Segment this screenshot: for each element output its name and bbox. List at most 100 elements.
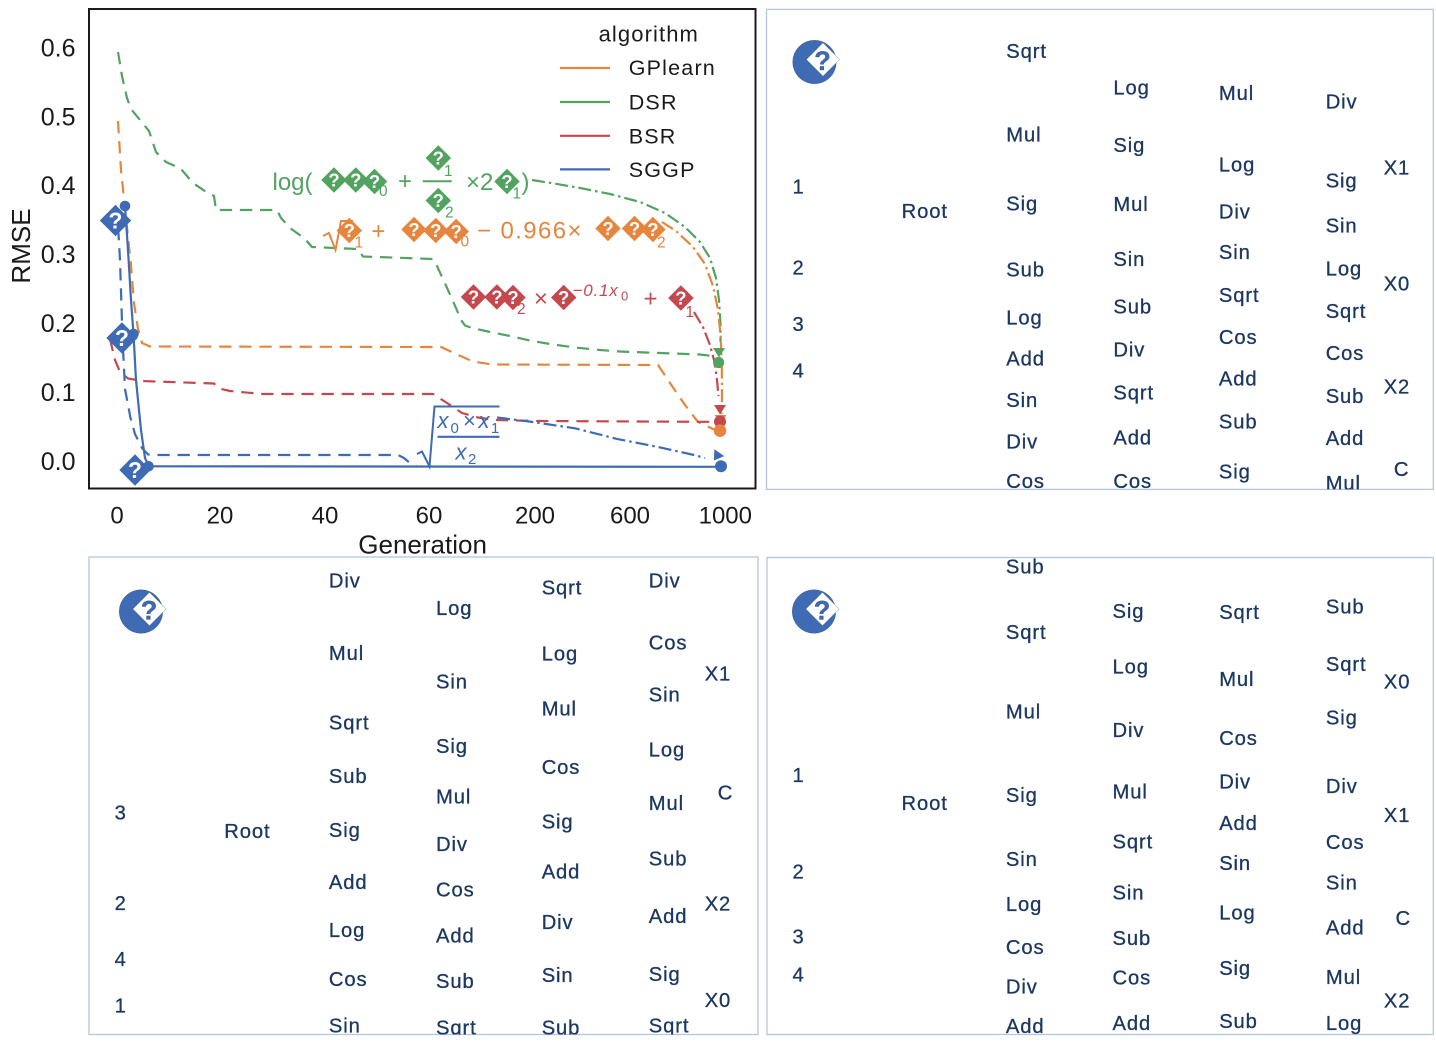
svg-text:Sub: Sub	[1006, 557, 1045, 579]
svg-text:0.2: 0.2	[41, 310, 76, 338]
svg-text:1: 1	[444, 163, 453, 180]
svg-text:Sig: Sig	[649, 964, 681, 986]
svg-text:600: 600	[610, 503, 650, 530]
svg-text:Log: Log	[1113, 657, 1149, 679]
svg-text:Sig: Sig	[1326, 170, 1358, 192]
svg-text:?: ?	[814, 46, 831, 76]
svg-text:Sub: Sub	[329, 766, 368, 788]
svg-text:x: x	[455, 440, 468, 465]
svg-text:Mul: Mul	[1326, 473, 1361, 495]
svg-text:1000: 1000	[699, 503, 752, 530]
svg-text:Div: Div	[1006, 432, 1038, 454]
svg-text:Mul: Mul	[649, 793, 684, 815]
svg-text:Log: Log	[329, 920, 365, 942]
svg-text:1: 1	[793, 765, 805, 787]
svg-text:Root: Root	[224, 821, 270, 843]
svg-text:Sub: Sub	[1219, 1011, 1258, 1033]
svg-text:Sqrt: Sqrt	[1219, 602, 1260, 624]
svg-text:0: 0	[451, 420, 459, 437]
svg-text:Cos: Cos	[436, 879, 475, 901]
svg-text:Sub: Sub	[1006, 259, 1045, 281]
svg-text:Sig: Sig	[329, 820, 361, 842]
svg-text:log(: log(	[273, 169, 313, 196]
svg-text:Log: Log	[1006, 894, 1042, 916]
svg-text:Sub: Sub	[649, 849, 688, 871]
svg-text:Cos: Cos	[1326, 832, 1365, 854]
svg-text:Sqrt: Sqrt	[649, 1015, 690, 1037]
svg-text:Div: Div	[1219, 772, 1251, 794]
svg-text:algorithm: algorithm	[599, 22, 699, 47]
svg-text:0: 0	[110, 503, 123, 530]
svg-text:2: 2	[517, 301, 526, 318]
svg-text:Sig: Sig	[1219, 958, 1251, 980]
svg-text:Cos: Cos	[1326, 343, 1365, 365]
svg-text:Sin: Sin	[329, 1015, 361, 1037]
svg-text:0.4: 0.4	[41, 172, 76, 200]
svg-text:Div: Div	[1326, 91, 1358, 113]
svg-text:Log: Log	[436, 598, 472, 620]
svg-text:Add: Add	[1006, 349, 1045, 371]
svg-text:C: C	[1396, 908, 1411, 930]
svg-text:Sub: Sub	[1326, 386, 1365, 408]
svg-text:Add: Add	[1219, 369, 1258, 391]
svg-text:Sig: Sig	[436, 736, 468, 758]
svg-text:Add: Add	[1113, 428, 1152, 450]
svg-text:Cos: Cos	[1113, 471, 1152, 493]
svg-text:Div: Div	[542, 912, 574, 934]
svg-text:Mul: Mul	[1219, 83, 1254, 105]
svg-text:Sqrt: Sqrt	[542, 578, 583, 600]
svg-text:Sin: Sin	[1326, 215, 1358, 237]
svg-text:4: 4	[115, 949, 127, 971]
svg-text:): )	[522, 169, 530, 196]
svg-text:0.5: 0.5	[41, 103, 76, 131]
svg-text:0: 0	[379, 183, 388, 200]
svg-text:1: 1	[115, 996, 127, 1018]
svg-text:Sqrt: Sqrt	[1326, 654, 1367, 676]
svg-text:Log: Log	[1219, 903, 1255, 925]
svg-text:Log: Log	[542, 644, 578, 666]
svg-text:2: 2	[115, 893, 127, 915]
svg-text:×2: ×2	[466, 169, 493, 196]
svg-text:X2: X2	[705, 893, 732, 915]
svg-text:Sig: Sig	[1006, 193, 1038, 215]
svg-text:Sub: Sub	[1219, 411, 1258, 433]
svg-text:3: 3	[115, 803, 127, 825]
svg-text:Sig: Sig	[1113, 601, 1145, 623]
svg-text:C: C	[1394, 459, 1409, 481]
svg-text:20: 20	[207, 503, 234, 530]
svg-text:Log: Log	[1219, 154, 1255, 176]
svg-text:?: ?	[141, 596, 158, 626]
svg-text:Add: Add	[1326, 428, 1365, 450]
svg-text:2: 2	[657, 235, 666, 252]
svg-text:Add: Add	[436, 926, 475, 948]
svg-text:2: 2	[793, 862, 805, 884]
svg-text:Div: Div	[1006, 977, 1038, 999]
svg-text:X2: X2	[1384, 991, 1411, 1013]
svg-text:Log: Log	[649, 740, 685, 762]
svg-text:+: +	[371, 218, 385, 245]
svg-text:Sub: Sub	[1326, 596, 1365, 618]
svg-text:Sin: Sin	[1219, 242, 1251, 264]
svg-text:Log: Log	[1326, 259, 1362, 281]
svg-text:Mul: Mul	[1219, 669, 1254, 691]
svg-text:X0: X0	[705, 990, 732, 1012]
svg-text:Sin: Sin	[1219, 853, 1251, 875]
svg-text:Sqrt: Sqrt	[1113, 832, 1154, 854]
svg-text:Cos: Cos	[1006, 937, 1045, 959]
svg-text:X0: X0	[1384, 672, 1411, 694]
svg-text:1: 1	[513, 186, 522, 203]
svg-text:Sub: Sub	[542, 1018, 581, 1039]
svg-text:Sig: Sig	[1326, 708, 1358, 730]
svg-text:Mul: Mul	[1006, 702, 1041, 724]
svg-text:RMSE: RMSE	[6, 208, 36, 283]
svg-text:Log: Log	[1113, 77, 1149, 99]
svg-text:Cos: Cos	[329, 969, 368, 991]
svg-text:X2: X2	[1384, 377, 1411, 399]
svg-text:Div: Div	[1219, 201, 1251, 223]
svg-text:Div: Div	[1113, 340, 1145, 362]
svg-text:Sin: Sin	[436, 672, 468, 694]
svg-text:Sin: Sin	[1006, 849, 1038, 871]
svg-text:Sub: Sub	[436, 971, 475, 993]
svg-text:Div: Div	[649, 571, 681, 593]
svg-text:Sqrt: Sqrt	[1113, 383, 1154, 405]
